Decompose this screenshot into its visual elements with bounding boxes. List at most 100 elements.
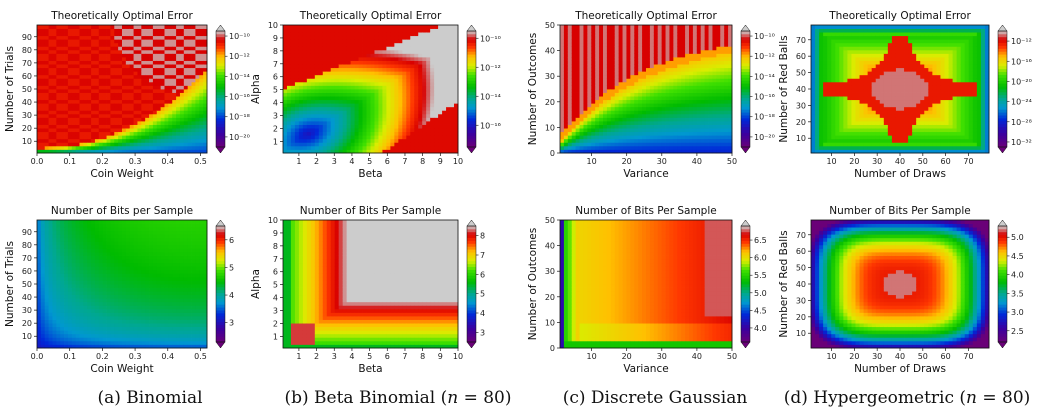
heatmap-cell — [638, 124, 643, 129]
heatmap-cell — [603, 92, 608, 97]
heatmap-cell — [386, 25, 391, 29]
heatmap-cell — [657, 53, 663, 58]
heatmap-cell — [342, 135, 348, 140]
heatmap-cell — [79, 53, 84, 58]
heatmap-cell — [579, 145, 584, 150]
heatmap-cell — [106, 117, 111, 122]
heatmap-cell — [398, 96, 403, 101]
heatmap-cell — [318, 39, 324, 44]
heatmap-cell — [418, 135, 423, 140]
heatmap-cell — [199, 99, 204, 104]
heatmap-cell — [75, 28, 80, 33]
heatmap-cell — [298, 135, 304, 140]
heatmap-cell — [183, 117, 189, 122]
heatmap-cell — [418, 35, 423, 40]
heatmap-cell — [44, 42, 49, 47]
heatmap-cell — [298, 53, 304, 58]
heatmap-cell — [685, 35, 690, 40]
heatmap-cell — [91, 53, 96, 58]
heatmap-cell — [442, 128, 447, 133]
heatmap-cell — [642, 60, 647, 65]
y-tick-label: 9 — [273, 34, 278, 43]
heatmap-cell — [614, 78, 620, 83]
heatmap-cell — [318, 149, 324, 154]
heatmap-cell — [52, 74, 57, 79]
heatmap-cell — [426, 117, 431, 122]
heatmap-cell — [681, 49, 686, 54]
heatmap-cell — [290, 28, 296, 33]
heatmap-cell — [406, 28, 411, 33]
heatmap-cell — [579, 110, 584, 115]
heatmap-cell — [414, 128, 419, 133]
heatmap-cell — [172, 42, 177, 47]
heatmap-cell — [422, 99, 427, 104]
heatmap-cell — [426, 64, 431, 69]
heatmap-cell — [579, 57, 584, 61]
heatmap-cell — [187, 96, 192, 101]
heatmap-cell — [406, 89, 411, 93]
colorbar-segment — [467, 109, 476, 113]
heatmap-cell — [168, 28, 173, 33]
heatmap-cell — [700, 121, 706, 125]
heatmap-cell — [94, 117, 100, 122]
heatmap-cell — [442, 25, 447, 29]
heatmap-cell — [390, 39, 395, 44]
heatmap-cell — [595, 138, 600, 143]
heatmap-cell — [591, 74, 596, 79]
heatmap-cell — [390, 46, 395, 51]
heatmap-cell — [563, 53, 569, 58]
heatmap-cell — [378, 28, 383, 33]
heatmap-cell — [44, 78, 49, 83]
heatmap-cell — [164, 35, 169, 40]
heatmap-cell — [430, 85, 435, 90]
heatmap-cell — [579, 25, 584, 29]
heatmap-cell — [622, 78, 627, 83]
heatmap-cell — [164, 138, 169, 143]
heatmap-cell — [44, 142, 49, 147]
heatmap-cell — [294, 106, 300, 111]
heatmap-cell — [398, 142, 403, 147]
heatmap-cell — [37, 25, 42, 29]
heatmap-cell — [642, 42, 647, 47]
heatmap-cell — [122, 135, 127, 140]
colorbar-segment — [216, 112, 225, 116]
heatmap-cell — [563, 85, 569, 90]
heatmap-cell — [102, 53, 107, 58]
heatmap-cell — [728, 89, 733, 93]
heatmap-cell — [673, 78, 678, 83]
heatmap-cell — [350, 149, 355, 154]
heatmap-cell — [689, 67, 694, 72]
heatmap-cell — [724, 25, 729, 29]
heatmap-cell — [342, 121, 348, 125]
heatmap-cell — [52, 145, 57, 150]
heatmap-cell — [665, 106, 670, 111]
heatmap-cell — [330, 39, 336, 44]
heatmap-cell — [575, 135, 580, 140]
heatmap-cell — [145, 110, 150, 115]
colorbar-segment — [467, 138, 476, 142]
heatmap-cell — [199, 92, 204, 97]
heatmap-cell — [354, 124, 359, 129]
heatmap-cell — [402, 64, 407, 69]
heatmap-cell — [614, 110, 620, 115]
heatmap-cell — [195, 89, 200, 93]
heatmap-cell — [37, 106, 42, 111]
heatmap-cell — [149, 64, 154, 69]
heatmap-cell — [657, 81, 663, 86]
heatmap-cell — [75, 60, 80, 65]
heatmap-cell — [610, 71, 616, 76]
heatmap-cell — [322, 74, 328, 79]
heatmap-cell — [322, 121, 328, 125]
y-tick-label: 0 — [550, 149, 555, 158]
heatmap-cell — [40, 39, 46, 44]
heatmap-cell — [649, 78, 655, 83]
heatmap-cell — [306, 113, 312, 118]
heatmap-cell — [571, 74, 577, 79]
heatmap-cell — [118, 49, 123, 54]
heatmap-cell — [310, 145, 316, 150]
heatmap-cell — [354, 96, 359, 101]
heatmap-cell — [712, 57, 717, 61]
heatmap-cell — [418, 39, 423, 44]
heatmap-cell — [354, 142, 359, 147]
heatmap-cell — [704, 85, 709, 90]
